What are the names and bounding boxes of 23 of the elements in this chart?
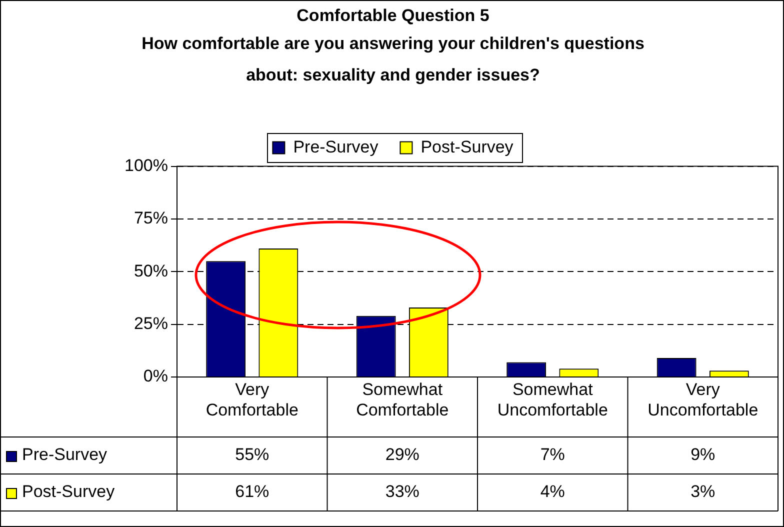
y-tick-label: 0% — [143, 366, 168, 386]
chart-subtitle: How comfortable are you answering your children's questions about: sexuality and gender issues? — [142, 34, 644, 84]
chart-title: Comfortable Question 5 — [296, 6, 490, 25]
x-tick-label: Very Comfortable — [206, 380, 298, 420]
legend-label: Pre-Survey — [293, 137, 379, 156]
data-label: 9% — [690, 445, 716, 464]
data-label: 4% — [540, 482, 565, 502]
x-tick-label: Very Uncomfortable — [648, 380, 758, 420]
x-tick-label: Somewhat Comfortable — [356, 380, 449, 420]
y-tick-label: 50% — [134, 261, 168, 280]
legend-label: Post-Survey — [420, 137, 514, 156]
y-tick-label: 100% — [124, 156, 168, 175]
x-tick-label: Somewhat Uncomfortable — [497, 380, 608, 420]
y-tick-label: 75% — [134, 208, 168, 228]
data-label: 33% — [385, 482, 420, 502]
text: Pre-Survey — [22, 445, 108, 464]
data-label: 7% — [540, 445, 565, 464]
data-label: 55% — [235, 445, 270, 464]
y-tick-label: 25% — [134, 314, 168, 334]
data-label: 3% — [690, 482, 716, 502]
data-label: 61% — [235, 482, 270, 502]
text: Post-Survey — [22, 482, 115, 502]
data-label: 29% — [385, 445, 420, 464]
